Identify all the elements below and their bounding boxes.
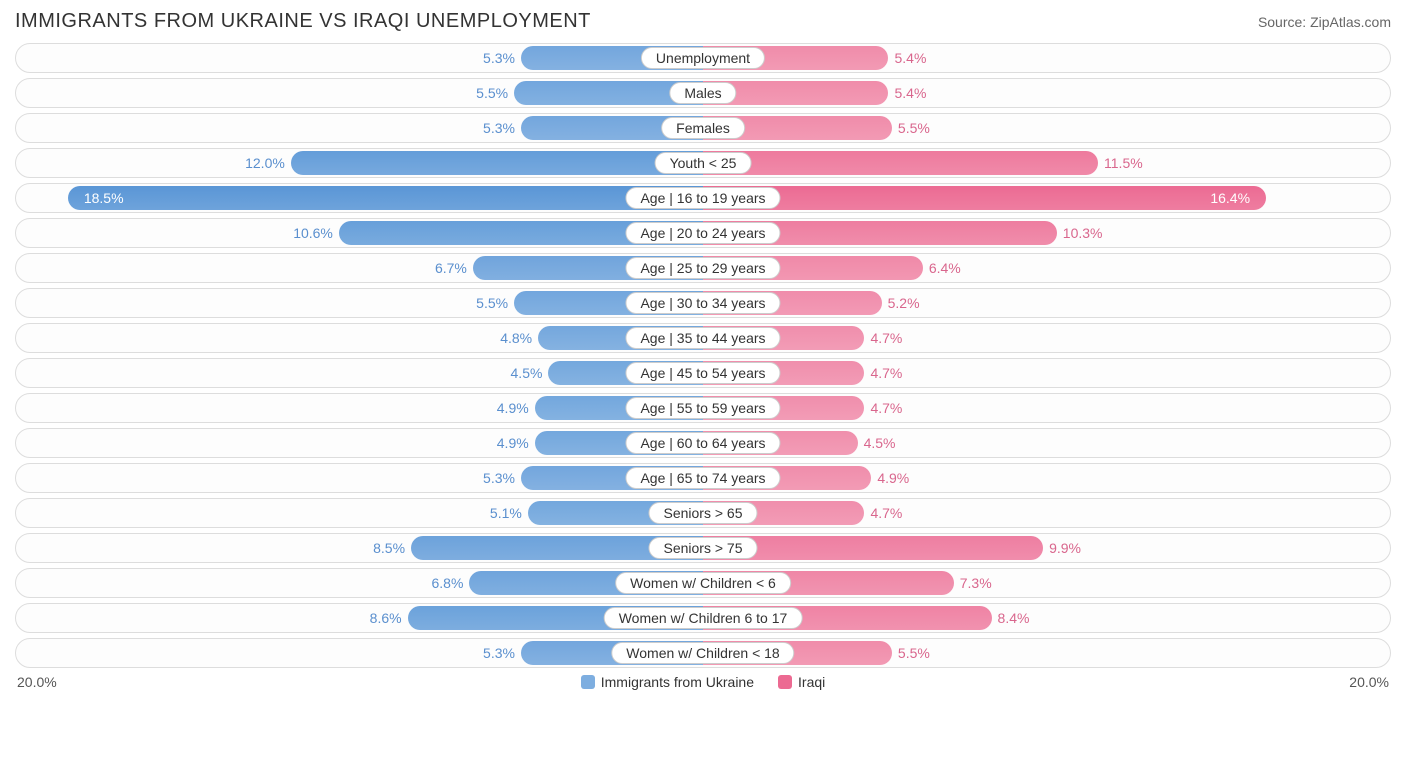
value-label-right: 4.7% [870, 330, 902, 346]
category-label: Unemployment [641, 47, 765, 69]
chart-footer: 20.0% Immigrants from Ukraine Iraqi 20.0… [15, 674, 1391, 698]
value-label-left: 5.5% [476, 295, 508, 311]
legend-label-right: Iraqi [798, 674, 825, 690]
value-label-left: 8.5% [373, 540, 405, 556]
category-label: Age | 30 to 34 years [625, 292, 780, 314]
value-label-right: 9.9% [1049, 540, 1081, 556]
legend-swatch-right [778, 675, 792, 689]
value-label-right: 5.5% [898, 120, 930, 136]
value-label-left: 5.3% [483, 120, 515, 136]
chart-row: 5.3% 4.9% Age | 65 to 74 years [15, 463, 1391, 493]
category-label: Age | 55 to 59 years [625, 397, 780, 419]
value-label-left: 6.7% [435, 260, 467, 276]
value-label-left: 4.9% [497, 400, 529, 416]
legend: Immigrants from Ukraine Iraqi [15, 674, 1391, 690]
legend-item-left: Immigrants from Ukraine [581, 674, 754, 690]
value-label-right: 5.2% [888, 295, 920, 311]
category-label: Seniors > 75 [649, 537, 758, 559]
chart-row: 8.5% 9.9% Seniors > 75 [15, 533, 1391, 563]
chart-row: 5.3% 5.4% Unemployment [15, 43, 1391, 73]
value-label-left: 12.0% [245, 155, 285, 171]
value-label-right: 5.4% [894, 50, 926, 66]
chart-row: 8.6% 8.4% Women w/ Children 6 to 17 [15, 603, 1391, 633]
value-label-left: 5.1% [490, 505, 522, 521]
chart-row: 4.5% 4.7% Age | 45 to 54 years [15, 358, 1391, 388]
chart-row: 6.7% 6.4% Age | 25 to 29 years [15, 253, 1391, 283]
value-label-right: 6.4% [929, 260, 961, 276]
value-label-left: 5.3% [483, 645, 515, 661]
category-label: Age | 25 to 29 years [625, 257, 780, 279]
chart-title: IMMIGRANTS FROM UKRAINE VS IRAQI UNEMPLO… [15, 10, 591, 33]
chart-header: IMMIGRANTS FROM UKRAINE VS IRAQI UNEMPLO… [15, 10, 1391, 33]
value-label-right: 11.5% [1104, 155, 1143, 171]
diverging-bar-chart: 5.3% 5.4% Unemployment 5.5% 5.4% Males 5.3% 5.5… [15, 43, 1391, 668]
chart-row: 18.5% 16.4% Age | 16 to 19 years [15, 183, 1391, 213]
chart-row: 5.5% 5.2% Age | 30 to 34 years [15, 288, 1391, 318]
legend-item-right: Iraqi [778, 674, 825, 690]
chart-row: 4.8% 4.7% Age | 35 to 44 years [15, 323, 1391, 353]
chart-row: 5.3% 5.5% Females [15, 113, 1391, 143]
value-label-right: 10.3% [1063, 225, 1103, 241]
value-label-left: 5.3% [483, 50, 515, 66]
value-label-left: 4.9% [497, 435, 529, 451]
chart-row: 5.5% 5.4% Males [15, 78, 1391, 108]
category-label: Women w/ Children < 6 [615, 572, 791, 594]
chart-row: 5.1% 4.7% Seniors > 65 [15, 498, 1391, 528]
category-label: Age | 65 to 74 years [625, 467, 780, 489]
axis-max-left: 20.0% [17, 674, 57, 690]
category-label: Age | 45 to 54 years [625, 362, 780, 384]
value-label-right: 5.5% [898, 645, 930, 661]
chart-row: 5.3% 5.5% Women w/ Children < 18 [15, 638, 1391, 668]
legend-label-left: Immigrants from Ukraine [601, 674, 754, 690]
value-label-right: 4.5% [864, 435, 896, 451]
value-label-right: 5.4% [894, 85, 926, 101]
value-label-right: 16.4% [1210, 190, 1250, 206]
category-label: Age | 20 to 24 years [625, 222, 780, 244]
value-label-left: 10.6% [293, 225, 333, 241]
value-label-left: 8.6% [370, 610, 402, 626]
bar-left [291, 151, 703, 175]
value-label-right: 7.3% [960, 575, 992, 591]
category-label: Age | 35 to 44 years [625, 327, 780, 349]
category-label: Seniors > 65 [649, 502, 758, 524]
category-label: Age | 16 to 19 years [625, 187, 780, 209]
value-label-right: 4.7% [870, 365, 902, 381]
legend-swatch-left [581, 675, 595, 689]
axis-max-right: 20.0% [1349, 674, 1389, 690]
chart-source: Source: ZipAtlas.com [1258, 14, 1391, 30]
category-label: Females [661, 117, 745, 139]
value-label-right: 4.7% [870, 400, 902, 416]
value-label-left: 4.8% [500, 330, 532, 346]
chart-row: 10.6% 10.3% Age | 20 to 24 years [15, 218, 1391, 248]
chart-row: 4.9% 4.5% Age | 60 to 64 years [15, 428, 1391, 458]
bar-left [68, 186, 703, 210]
bar-right [703, 186, 1266, 210]
category-label: Women w/ Children 6 to 17 [604, 607, 803, 629]
value-label-right: 8.4% [998, 610, 1030, 626]
category-label: Youth < 25 [655, 152, 752, 174]
category-label: Males [669, 82, 736, 104]
value-label-left: 6.8% [432, 575, 464, 591]
value-label-left: 18.5% [84, 190, 124, 206]
category-label: Women w/ Children < 18 [611, 642, 794, 664]
value-label-left: 5.3% [483, 470, 515, 486]
chart-row: 12.0% 11.5% Youth < 25 [15, 148, 1391, 178]
chart-row: 4.9% 4.7% Age | 55 to 59 years [15, 393, 1391, 423]
chart-row: 6.8% 7.3% Women w/ Children < 6 [15, 568, 1391, 598]
value-label-right: 4.9% [877, 470, 909, 486]
value-label-left: 4.5% [511, 365, 543, 381]
value-label-right: 4.7% [870, 505, 902, 521]
value-label-left: 5.5% [476, 85, 508, 101]
category-label: Age | 60 to 64 years [625, 432, 780, 454]
bar-right [703, 151, 1098, 175]
